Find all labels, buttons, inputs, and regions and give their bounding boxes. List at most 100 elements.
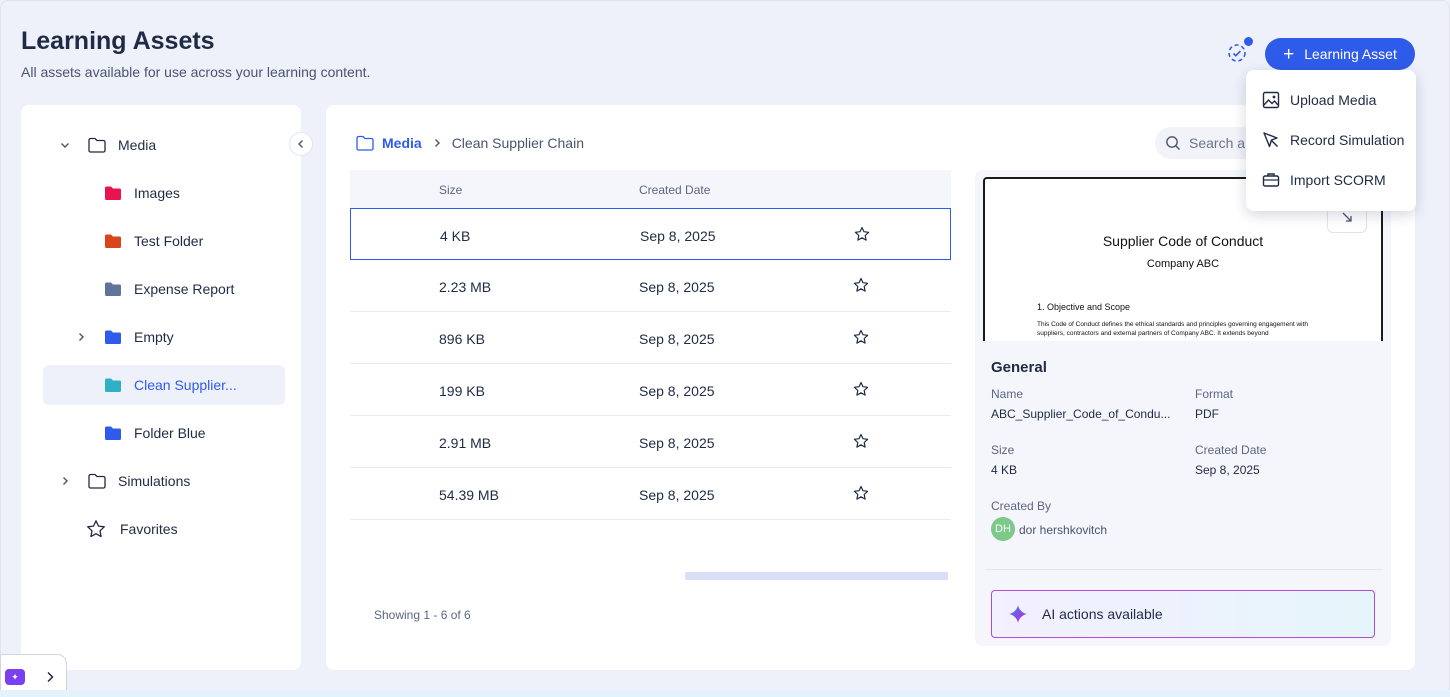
selected-folder-highlight bbox=[43, 365, 285, 405]
plus-icon: + bbox=[1283, 43, 1295, 65]
sparkle-icon bbox=[1009, 605, 1027, 623]
cell-size: 199 KB bbox=[439, 383, 485, 399]
chevron-right-icon[interactable] bbox=[60, 476, 70, 486]
sidebar-item-media[interactable]: Media bbox=[88, 137, 156, 153]
folder-outline-icon bbox=[88, 137, 106, 153]
table-row[interactable]: 2.91 MB Sep 8, 2025 bbox=[350, 416, 951, 468]
sidebar-item-simulations[interactable]: Simulations bbox=[88, 473, 190, 489]
chevron-down-icon[interactable] bbox=[60, 140, 70, 150]
menu-item-import-scorm[interactable]: Import SCORM bbox=[1262, 171, 1386, 189]
assistant-icon[interactable]: ✦ bbox=[5, 669, 25, 685]
sidebar-item-label: Folder Blue bbox=[134, 425, 206, 441]
page-subtitle: All assets available for use across your… bbox=[21, 64, 371, 80]
briefcase-icon bbox=[1262, 173, 1280, 187]
sidebar-item-label: Expense Report bbox=[134, 281, 235, 297]
search-placeholder: Search a bbox=[1189, 135, 1246, 151]
breadcrumb-root[interactable]: Media bbox=[382, 135, 422, 151]
search-icon bbox=[1166, 136, 1180, 150]
divider bbox=[985, 569, 1383, 570]
column-header-created-date[interactable]: Created Date bbox=[639, 183, 711, 197]
chevron-left-icon bbox=[298, 140, 303, 148]
cell-size: 4 KB bbox=[440, 228, 471, 244]
cell-date: Sep 8, 2025 bbox=[639, 435, 715, 451]
collapse-sidebar-button[interactable] bbox=[289, 132, 313, 156]
favorite-star-icon[interactable] bbox=[853, 277, 869, 293]
name-label: Name bbox=[991, 387, 1024, 401]
doc-section-heading: 1. Objective and Scope bbox=[1037, 302, 1131, 312]
sync-status-icon[interactable] bbox=[1226, 42, 1248, 64]
favorite-star-icon[interactable] bbox=[853, 381, 869, 397]
cell-size: 896 KB bbox=[439, 331, 485, 347]
menu-item-label: Import SCORM bbox=[1290, 172, 1386, 188]
menu-item-label: Record Simulation bbox=[1290, 132, 1405, 148]
created-by-name: dor hershkovitch bbox=[1019, 523, 1108, 537]
chevron-right-icon bbox=[434, 139, 440, 147]
cell-size: 2.91 MB bbox=[439, 435, 492, 451]
bottom-bar bbox=[0, 690, 1450, 697]
format-label: Format bbox=[1195, 387, 1234, 401]
favorite-star-icon[interactable] bbox=[854, 226, 870, 242]
folder-icon bbox=[105, 330, 121, 344]
column-header-size[interactable]: Size bbox=[439, 183, 463, 197]
sidebar-item-label: Favorites bbox=[120, 521, 178, 537]
chevron-right-icon[interactable] bbox=[76, 332, 86, 342]
folder-outline-icon bbox=[356, 135, 374, 151]
add-learning-asset-button[interactable]: + Learning Asset bbox=[1265, 38, 1415, 70]
table-row[interactable]: 2.23 MB Sep 8, 2025 bbox=[350, 260, 951, 312]
menu-item-record-simulation[interactable]: Record Simulation bbox=[1262, 131, 1404, 149]
favorite-star-icon[interactable] bbox=[853, 433, 869, 449]
favorite-star-icon[interactable] bbox=[853, 329, 869, 345]
breadcrumb: Media Clean Supplier Chain bbox=[356, 135, 584, 151]
sidebar-item-label: Empty bbox=[134, 329, 174, 345]
ai-actions-button[interactable]: AI actions available bbox=[991, 590, 1375, 638]
sidebar-item-label: Clean Supplier... bbox=[134, 377, 237, 393]
horizontal-scrollbar[interactable] bbox=[685, 572, 948, 580]
sidebar-item-folder-blue[interactable]: Folder Blue bbox=[104, 425, 206, 441]
sidebar-item-empty[interactable]: Empty bbox=[104, 329, 174, 345]
created-date-value: Sep 8, 2025 bbox=[1195, 463, 1260, 477]
sidebar-item-label: Media bbox=[118, 137, 157, 153]
folder-icon bbox=[105, 234, 121, 248]
folder-icon bbox=[105, 426, 121, 440]
notification-dot bbox=[1244, 37, 1253, 46]
doc-title: Supplier Code of Conduct bbox=[1102, 233, 1264, 249]
table-row[interactable]: 896 KB Sep 8, 2025 bbox=[350, 312, 951, 364]
sidebar-item-favorites[interactable]: Favorites bbox=[86, 519, 178, 539]
sidebar-item-images[interactable]: Images bbox=[104, 185, 180, 201]
sidebar-item-expense-report[interactable]: Expense Report bbox=[104, 281, 234, 297]
image-icon bbox=[1262, 91, 1280, 109]
table-header: Size Created Date bbox=[350, 170, 951, 208]
add-learning-asset-label: Learning Asset bbox=[1304, 46, 1397, 62]
sidebar-item-clean-supplier[interactable]: Clean Supplier... bbox=[104, 377, 237, 393]
avatar: DH bbox=[991, 517, 1015, 541]
name-value: ABC_Supplier_Code_of_Condu... bbox=[991, 407, 1171, 421]
folder-icon bbox=[105, 378, 121, 392]
table-row[interactable]: 199 KB Sep 8, 2025 bbox=[350, 364, 951, 416]
star-icon bbox=[87, 520, 105, 538]
created-by-label: Created By bbox=[991, 499, 1052, 513]
expand-icon bbox=[1342, 212, 1352, 222]
created-date-label: Created Date bbox=[1195, 443, 1267, 457]
sidebar-item-label: Test Folder bbox=[134, 233, 204, 249]
add-asset-menu: Upload Media Record Simulation Import SC… bbox=[1246, 70, 1416, 211]
table-row[interactable]: 54.39 MB Sep 8, 2025 bbox=[350, 468, 951, 520]
page-title: Learning Assets bbox=[21, 27, 215, 55]
breadcrumb-current: Clean Supplier Chain bbox=[451, 135, 584, 151]
doc-body-text: This Code of Conduct defines the ethical… bbox=[1037, 321, 1309, 338]
details-section-title: General bbox=[991, 359, 1047, 376]
sidebar-item-test-folder[interactable]: Test Folder bbox=[104, 233, 203, 249]
table-row[interactable]: 4 KB Sep 8, 2025 bbox=[350, 208, 951, 260]
chevron-right-icon[interactable] bbox=[45, 671, 55, 683]
cell-date: Sep 8, 2025 bbox=[639, 383, 715, 399]
cell-date: Sep 8, 2025 bbox=[639, 331, 715, 347]
ai-actions-label: AI actions available bbox=[1042, 606, 1163, 622]
folder-icon bbox=[105, 186, 121, 200]
sidebar-item-label: Simulations bbox=[118, 473, 191, 489]
sidebar-item-label: Images bbox=[134, 185, 180, 201]
cursor-icon bbox=[1263, 132, 1278, 148]
cell-date: Sep 8, 2025 bbox=[639, 279, 715, 295]
menu-item-upload-media[interactable]: Upload Media bbox=[1262, 91, 1376, 109]
cell-date: Sep 8, 2025 bbox=[639, 487, 715, 503]
favorite-star-icon[interactable] bbox=[853, 485, 869, 501]
format-value: PDF bbox=[1195, 407, 1219, 421]
